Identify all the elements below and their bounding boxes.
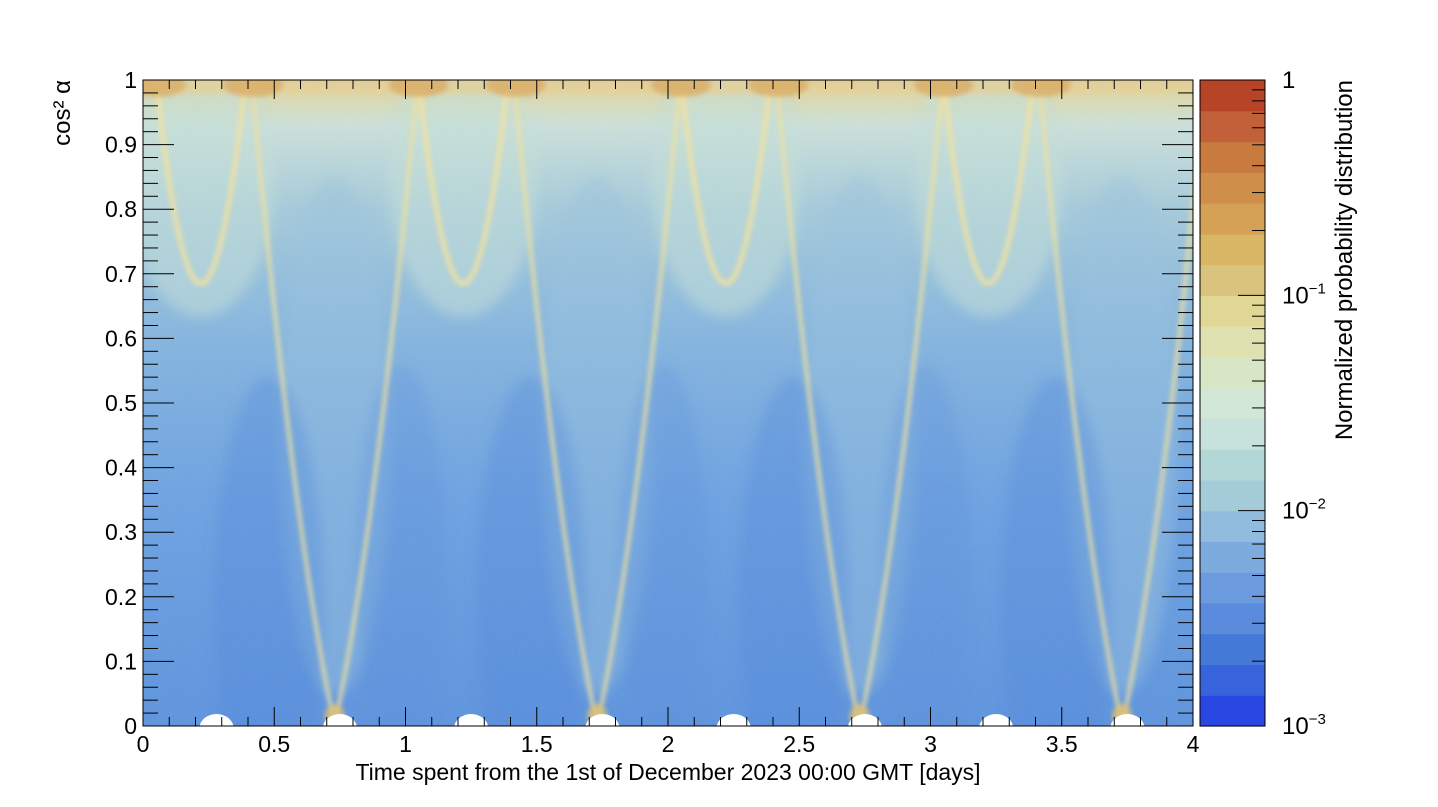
colorbar-swatch-20 bbox=[1200, 80, 1265, 112]
curve-lower-1 bbox=[511, 80, 683, 726]
heatmap-empty-regions bbox=[199, 714, 1145, 726]
colorbar-swatch-5 bbox=[1200, 541, 1265, 573]
y-tick-label-7: 0.7 bbox=[105, 261, 137, 287]
empty-region-3 bbox=[979, 714, 1013, 726]
z-tick-label-0: 10−3 bbox=[1282, 711, 1326, 740]
y-tick-label-5: 0.5 bbox=[105, 390, 137, 416]
y-tick-label-0: 0 bbox=[124, 713, 137, 739]
y-tick-label-1: 0.1 bbox=[105, 648, 137, 674]
empty-region-1 bbox=[454, 714, 488, 726]
colorbar-swatch-12 bbox=[1200, 326, 1265, 358]
y-tick-label-3: 0.3 bbox=[105, 519, 137, 545]
curve-upper-2 bbox=[678, 80, 774, 287]
x-tick-label-3: 1.5 bbox=[521, 731, 553, 757]
colorbar-swatch-18 bbox=[1200, 141, 1265, 173]
empty-region-4 bbox=[323, 714, 357, 726]
x-tick-label-4: 2 bbox=[662, 731, 675, 757]
colorbar-swatch-0 bbox=[1200, 695, 1265, 727]
colorbar-swatch-8 bbox=[1200, 449, 1265, 481]
curve-upper-0 bbox=[153, 80, 249, 287]
top-hotspot-2 bbox=[748, 80, 809, 97]
colorbar-swatch-7 bbox=[1200, 479, 1265, 512]
heatmap-noise bbox=[143, 80, 1193, 726]
colorbar bbox=[1200, 80, 1265, 727]
empty-region-6 bbox=[848, 714, 882, 726]
curve-upper-1 bbox=[415, 80, 511, 287]
colorbar-swatch-14 bbox=[1200, 264, 1265, 296]
top-hotspot-3 bbox=[1010, 80, 1071, 97]
colorbar-swatch-16 bbox=[1200, 203, 1265, 235]
colorbar-swatch-13 bbox=[1200, 295, 1265, 327]
curve-lower-2 bbox=[773, 80, 946, 726]
y-tick-label-2: 0.2 bbox=[105, 584, 137, 610]
colorbar-swatch-10 bbox=[1200, 387, 1265, 419]
top-hotspot-5 bbox=[388, 80, 449, 97]
y-tick-label-4: 0.4 bbox=[105, 455, 137, 481]
x-axis-label: Time spent from the 1st of December 2023… bbox=[355, 759, 980, 785]
z-tick-label-2: 10−1 bbox=[1282, 280, 1326, 309]
colorbar-label: Normalized probability distribution bbox=[1331, 80, 1358, 440]
curve-lower-3 bbox=[1036, 80, 1193, 726]
x-tick-label-6: 3 bbox=[924, 731, 937, 757]
empty-region-0 bbox=[199, 714, 234, 726]
heatmap-plot-area bbox=[143, 80, 1193, 726]
x-tick-label-8: 4 bbox=[1187, 731, 1200, 757]
x-tick-label-5: 2.5 bbox=[783, 731, 815, 757]
x-tick-label-0: 0 bbox=[137, 731, 150, 757]
y-tick-label-6: 0.6 bbox=[105, 325, 137, 351]
top-hotspot-0 bbox=[223, 80, 284, 97]
z-tick-label-3: 1 bbox=[1282, 67, 1295, 94]
top-hotspot-7 bbox=[913, 80, 974, 97]
y-tick-label-10: 1 bbox=[124, 67, 137, 93]
x-tick-label-1: 0.5 bbox=[258, 731, 290, 757]
z-tick-label-1: 10−2 bbox=[1282, 496, 1326, 525]
top-hotspot-6 bbox=[651, 80, 712, 97]
colorbar-swatch-2 bbox=[1200, 633, 1265, 666]
curve-upper-3 bbox=[940, 80, 1036, 287]
colorbar-swatch-11 bbox=[1200, 356, 1265, 389]
curve-lower-0 bbox=[248, 80, 421, 726]
y-axis-label: cos² α bbox=[49, 80, 76, 146]
x-tick-label-2: 1 bbox=[399, 731, 412, 757]
colorbar-swatch-15 bbox=[1200, 233, 1265, 266]
colorbar-swatch-17 bbox=[1200, 172, 1265, 204]
colorbar-swatch-9 bbox=[1200, 418, 1265, 450]
x-axis: 0 0.5 1 1.5 2 2.5 3 3.5 4 bbox=[137, 80, 1200, 757]
x-tick-label-7: 3.5 bbox=[1046, 731, 1078, 757]
y-tick-label-8: 0.8 bbox=[105, 196, 137, 222]
colorbar-frame bbox=[1199, 79, 1266, 727]
empty-region-5 bbox=[585, 714, 620, 726]
colorbar-swatch-19 bbox=[1200, 110, 1265, 143]
y-axis: 0 0.1 0.2 0.3 0.4 0.5 0.6 0.7 0.8 0.9 1 bbox=[105, 67, 1193, 739]
colorbar-swatch-6 bbox=[1200, 510, 1265, 543]
empty-region-7 bbox=[1110, 714, 1145, 726]
colorbar-swatch-3 bbox=[1200, 602, 1265, 635]
colorbar-swatch-4 bbox=[1200, 572, 1265, 604]
top-hotspot-1 bbox=[485, 80, 546, 97]
empty-region-2 bbox=[716, 714, 751, 726]
colorbar-swatch-1 bbox=[1200, 664, 1265, 696]
y-tick-label-9: 0.9 bbox=[105, 132, 137, 158]
